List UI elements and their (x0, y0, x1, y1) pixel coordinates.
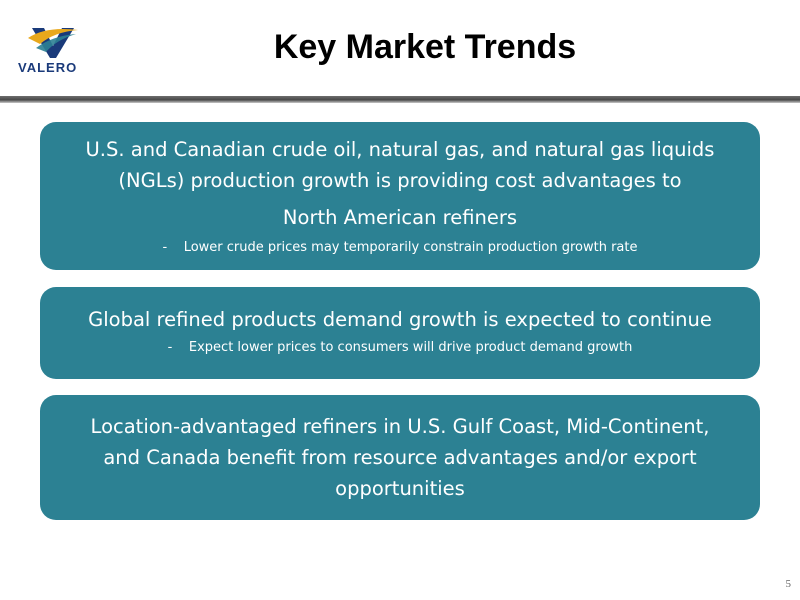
trend-line: Location-advantaged refiners in U.S. Gul… (90, 415, 710, 438)
trend-text: Location-advantaged refiners in U.S. Gul… (40, 411, 760, 504)
valero-logo: VALERO (14, 24, 94, 78)
trend-line: (NGLs) production growth is providing co… (118, 169, 682, 192)
trend-line: Global refined products demand growth is… (88, 308, 712, 331)
header-divider (0, 96, 800, 103)
trend-box-production-growth: U.S. and Canadian crude oil, natural gas… (40, 122, 760, 270)
trend-line: North American refiners (282, 206, 518, 229)
trend-line: U.S. and Canadian crude oil, natural gas… (85, 138, 715, 161)
trend-box-location-advantage: Location-advantaged refiners in U.S. Gul… (40, 395, 760, 520)
logo-wordmark: VALERO (18, 60, 78, 75)
page-title: Key Market Trends (273, 28, 577, 66)
trend-line: opportunities (335, 477, 465, 500)
trend-line: and Canada benefit from resource advanta… (103, 446, 697, 469)
valero-v-icon (28, 28, 78, 58)
trend-box-demand-growth: Global refined products demand growth is… (40, 287, 760, 379)
trend-subpoint: - Expect lower prices to consumers will … (167, 340, 633, 355)
trend-text: Global refined products demand growth is… (40, 304, 760, 335)
page-number: 5 (785, 578, 792, 590)
trend-subpoint: - Lower crude prices may temporarily con… (162, 240, 638, 255)
trend-text: U.S. and Canadian crude oil, natural gas… (40, 134, 760, 233)
